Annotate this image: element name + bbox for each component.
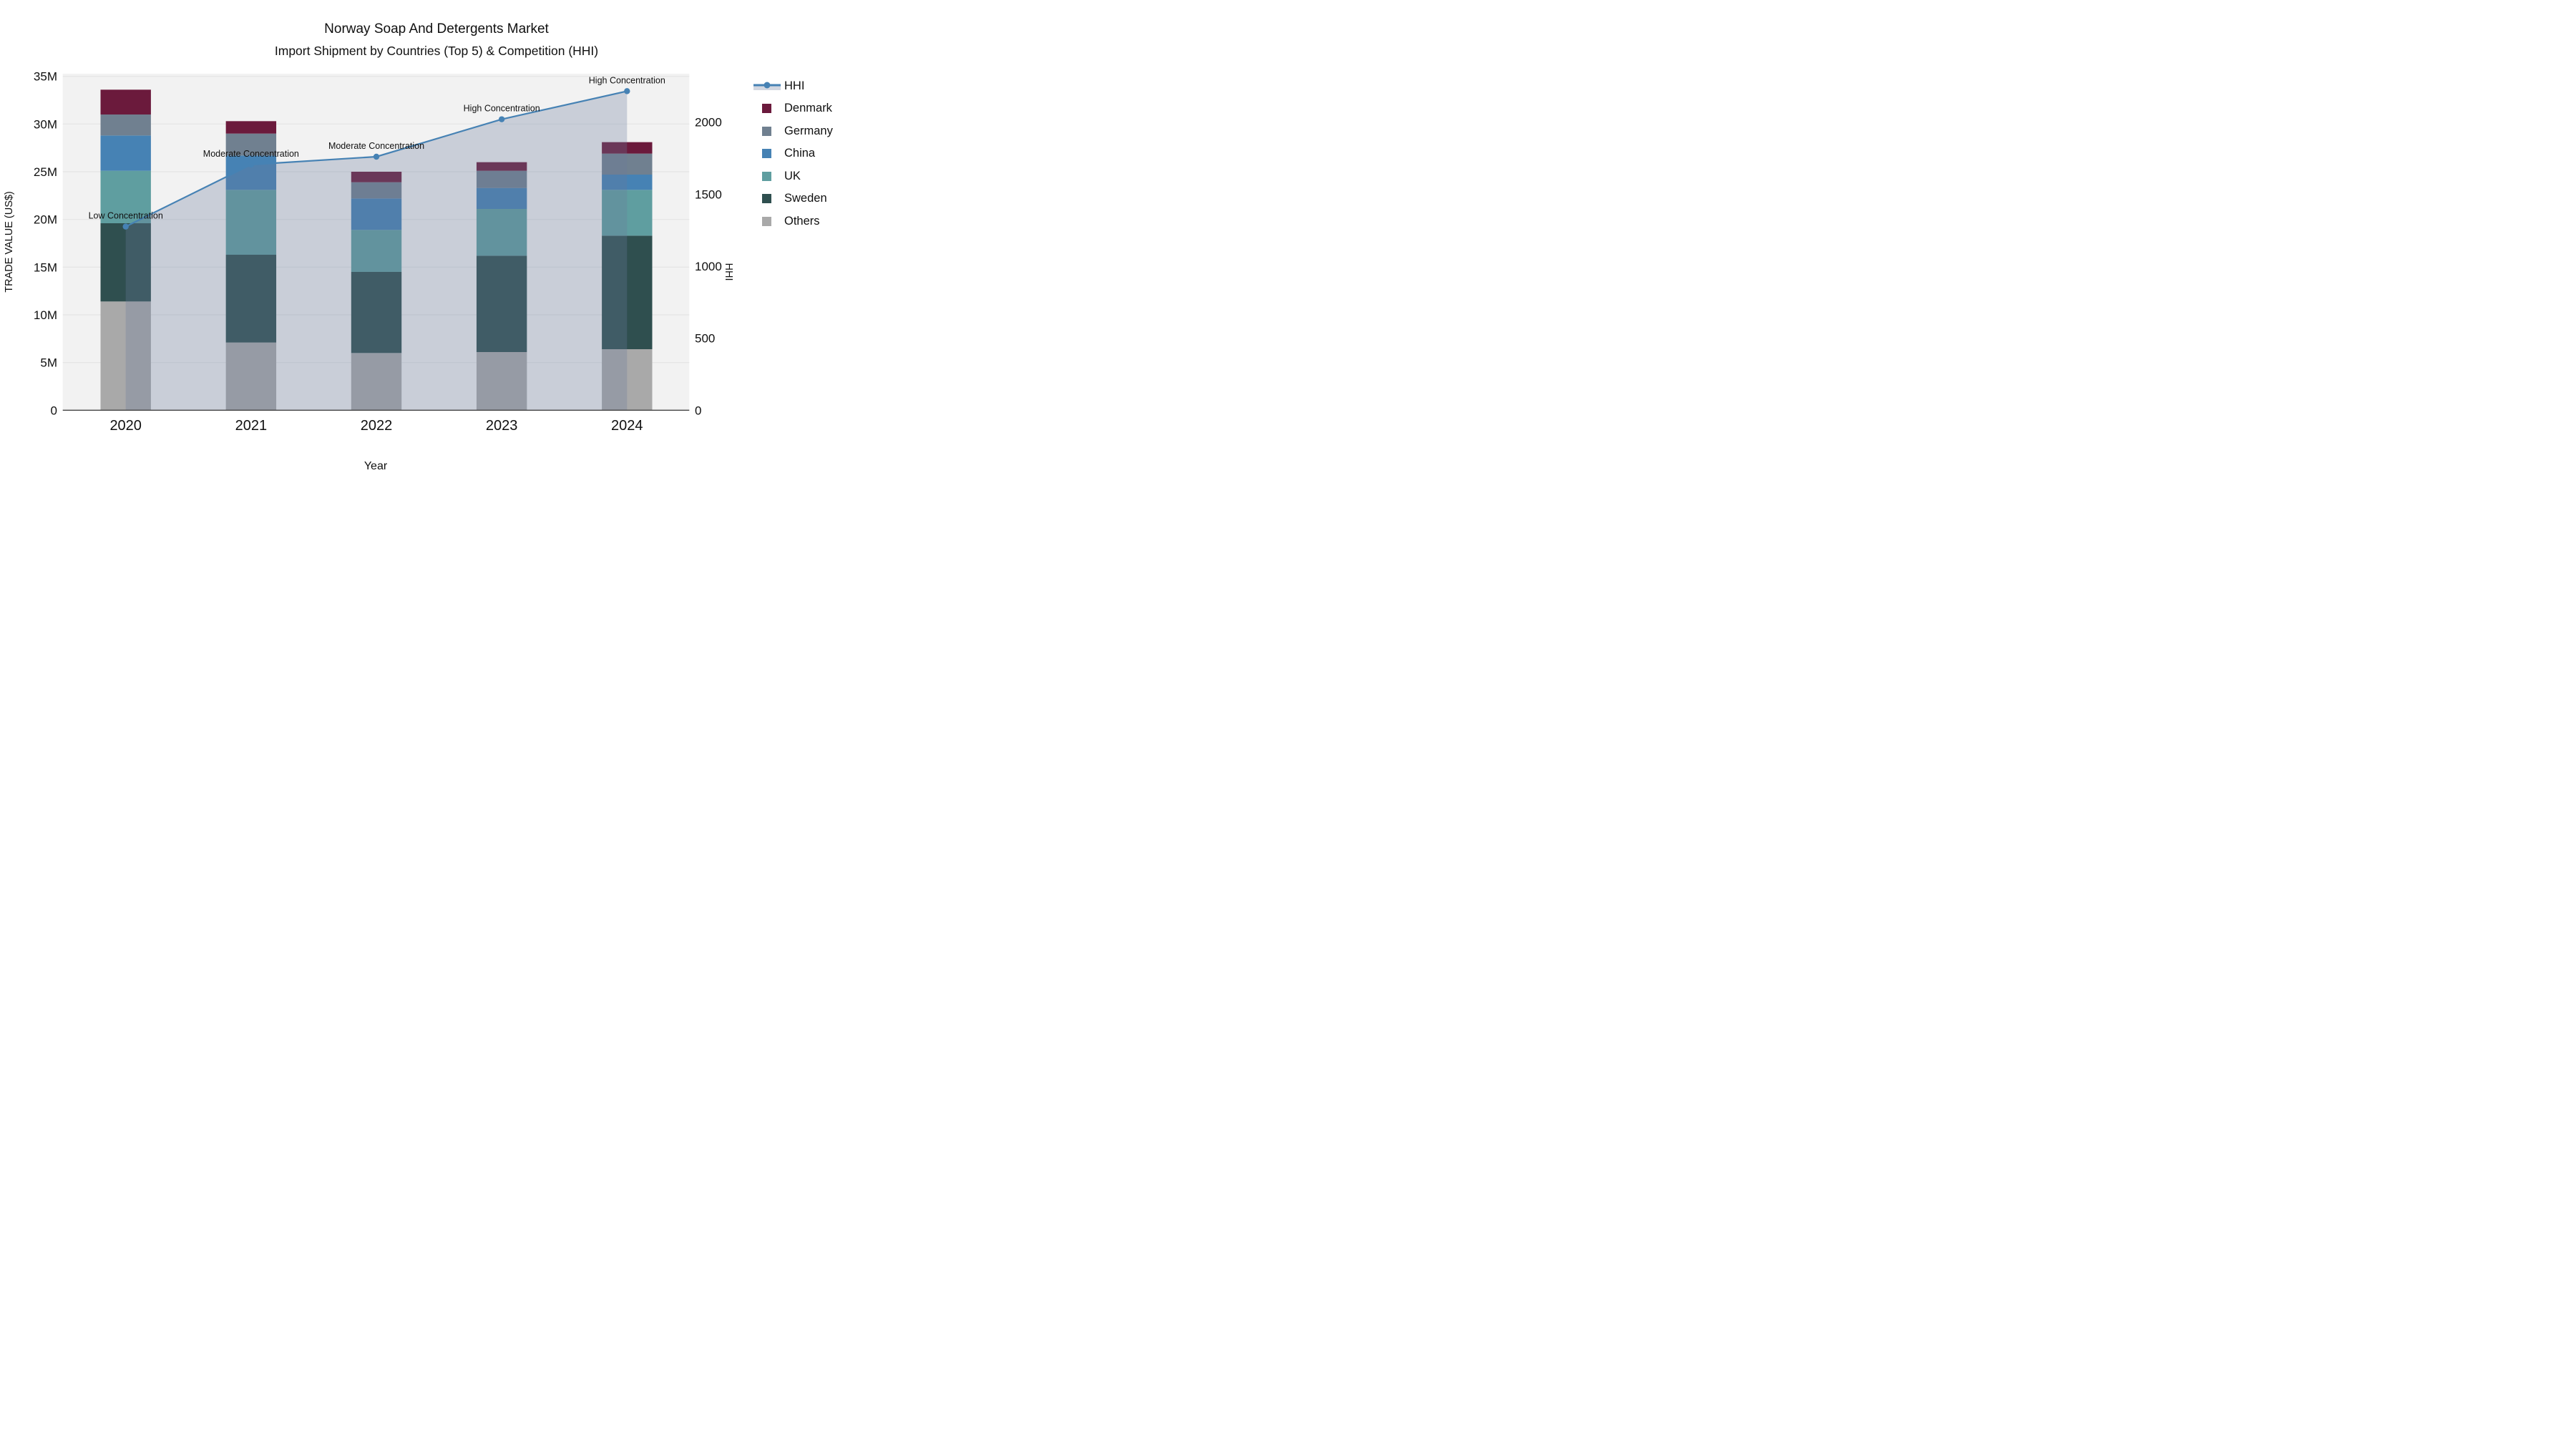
legend-item-uk[interactable]: UK xyxy=(753,169,833,183)
china-swatch-icon xyxy=(753,149,784,159)
annotation-2023: High Concentration xyxy=(464,104,540,114)
legend-label: Denmark xyxy=(784,102,832,115)
y-right-tick-0: 0 xyxy=(695,404,701,417)
color-swatch xyxy=(762,171,771,181)
y-left-tick-15M: 15M xyxy=(34,260,57,274)
legend-item-china[interactable]: China xyxy=(753,147,833,161)
legend-label: Others xyxy=(784,215,820,228)
bar-segment-2021-uk xyxy=(225,190,277,255)
bar-segment-2022-uk xyxy=(351,230,402,272)
bar-segment-2020-sweden xyxy=(100,223,151,302)
bar-segment-2024-china xyxy=(602,174,653,190)
bar-segment-2023-germany xyxy=(476,170,527,188)
bar-segment-2022-germany xyxy=(351,182,402,199)
bar-segment-2022-china xyxy=(351,198,402,230)
y-right-tick-1000: 1000 xyxy=(695,260,722,273)
y-left-tick-0: 0 xyxy=(51,404,57,417)
legend-item-others[interactable]: Others xyxy=(753,215,833,229)
bar-segment-2021-others xyxy=(225,342,277,411)
color-swatch xyxy=(762,149,771,159)
hhi-line-swatch-icon xyxy=(753,79,784,92)
bar-segment-2023-others xyxy=(476,351,527,411)
legend-label: China xyxy=(784,147,816,160)
x-tick-2024[interactable]: 2024 xyxy=(611,418,643,434)
annotation-2021: Moderate Concentration xyxy=(203,149,299,159)
y-axis-left-title: TRADE VALUE (US$) xyxy=(4,191,15,293)
y-left-tick-35M: 35M xyxy=(34,70,57,84)
chart-page: Norway Soap And Detergents Market Import… xyxy=(0,0,859,483)
sweden-swatch-icon xyxy=(753,194,784,204)
bar-segment-2023-denmark xyxy=(476,162,527,171)
annotation-2020: Low Concentration xyxy=(89,211,163,221)
y-left-tick-10M: 10M xyxy=(34,308,57,322)
x-axis-title: Year xyxy=(364,460,388,472)
legend-label: HHI xyxy=(784,79,805,92)
annotation-2024: High Concentration xyxy=(589,75,665,85)
y-left-tick-25M: 25M xyxy=(34,165,57,179)
bar-segment-2023-uk xyxy=(476,208,527,256)
bar-segment-2021-germany xyxy=(225,133,277,156)
hhi-marker-2020 xyxy=(122,223,129,230)
hhi-marker-2023 xyxy=(498,116,505,122)
bar-segment-2020-denmark xyxy=(100,89,151,114)
bar-segment-2022-others xyxy=(351,353,402,411)
color-swatch xyxy=(762,194,771,204)
color-swatch xyxy=(762,104,771,114)
x-tick-2020[interactable]: 2020 xyxy=(109,418,142,434)
bar-segment-2020-germany xyxy=(100,114,151,136)
bar-segment-2024-sweden xyxy=(602,235,653,349)
chart-title-line2: Import Shipment by Countries (Top 5) & C… xyxy=(274,44,599,58)
legend: HHI Denmark Germany China UK Sweden Others xyxy=(753,79,833,229)
bar-segment-2024-denmark xyxy=(602,142,653,154)
y-axis-right-title: HHI xyxy=(723,263,734,281)
y-right-tick-500: 500 xyxy=(695,332,715,346)
y-left-tick-5M: 5M xyxy=(40,356,57,370)
bar-segment-2021-denmark xyxy=(225,121,277,134)
legend-item-denmark[interactable]: Denmark xyxy=(753,102,833,116)
bar-segment-2020-others xyxy=(100,301,151,411)
bar-segment-2021-sweden xyxy=(225,254,277,343)
bar-segment-2020-uk xyxy=(100,170,151,223)
x-tick-2023[interactable]: 2023 xyxy=(486,418,518,434)
bar-segment-2024-germany xyxy=(602,153,653,175)
germany-swatch-icon xyxy=(753,126,784,136)
hhi-area-fill xyxy=(125,91,628,411)
others-swatch-icon xyxy=(753,217,784,227)
chart-title-line1: Norway Soap And Detergents Market xyxy=(324,21,549,36)
chart-plot-area: Low Concentration Moderate Concentration M… xyxy=(34,70,722,434)
legend-item-germany[interactable]: Germany xyxy=(753,124,833,138)
hhi-marker-2024 xyxy=(624,88,630,94)
bar-segment-2024-uk xyxy=(602,190,653,236)
bar-segment-2020-china xyxy=(100,135,151,171)
color-swatch xyxy=(762,217,771,227)
color-swatch xyxy=(762,126,771,136)
legend-item-sweden[interactable]: Sweden xyxy=(753,192,833,206)
legend-label: Germany xyxy=(784,124,833,137)
annotation-2022: Moderate Concentration xyxy=(328,141,424,151)
bar-segment-2022-sweden xyxy=(351,271,402,353)
denmark-swatch-icon xyxy=(753,104,784,114)
y-right-tick-2000: 2000 xyxy=(695,116,722,130)
y-right-tick-1500: 1500 xyxy=(695,187,722,201)
hhi-marker-2021 xyxy=(248,161,255,168)
legend-item-hhi[interactable]: HHI xyxy=(753,79,833,93)
legend-label: UK xyxy=(784,169,801,182)
hhi-marker-2022 xyxy=(373,153,380,160)
x-tick-2022[interactable]: 2022 xyxy=(361,418,393,434)
x-tick-2021[interactable]: 2021 xyxy=(235,418,268,434)
legend-label: Sweden xyxy=(784,192,827,205)
y-left-tick-30M: 30M xyxy=(34,117,57,131)
bar-segment-2023-china xyxy=(476,187,527,209)
y-left-tick-20M: 20M xyxy=(34,213,57,227)
bar-segment-2024-others xyxy=(602,348,653,411)
bar-segment-2022-denmark xyxy=(351,171,402,182)
bar-segment-2023-sweden xyxy=(476,255,527,352)
uk-swatch-icon xyxy=(753,171,784,181)
